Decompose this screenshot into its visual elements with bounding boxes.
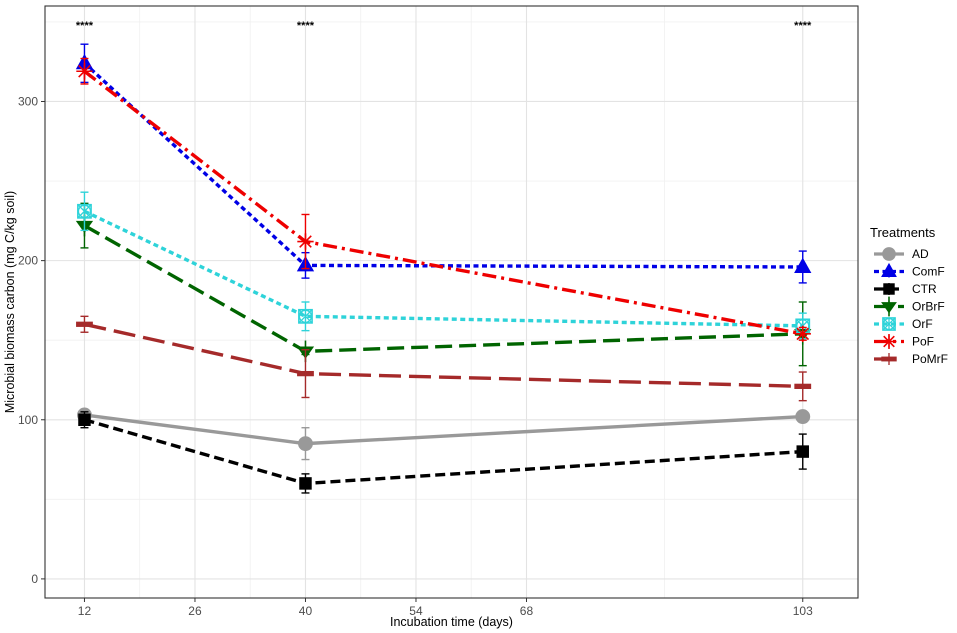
data-point [794,325,811,342]
legend-label: PoF [912,335,934,349]
data-point [796,445,809,458]
marker-part [796,327,810,341]
marker-part [77,204,92,219]
legend-item: PoF [874,334,934,349]
data-point [794,257,812,273]
y-tick-label: 0 [31,572,38,586]
marker-part [77,204,92,218]
plot-border [44,5,859,599]
series-layer [75,43,812,494]
x-tick-label: 40 [299,604,313,618]
y-tick-label: 300 [18,94,38,108]
legend-label: AD [912,247,929,261]
significance-label: **** [297,20,315,32]
x-tick-label: 12 [78,604,92,618]
data-point [78,413,91,427]
x-tick-label: 54 [409,604,423,618]
legend-item: CTR [874,282,937,296]
legend-item: OrBrF [874,296,945,317]
x-tick-label: 68 [520,604,534,618]
significance-label: **** [794,20,812,32]
legend-key-marker [882,317,896,331]
legend-key-marker [881,334,897,349]
legend-key-marker [881,262,897,277]
x-axis: 12 26 40 54 68 103 [78,598,813,618]
legend-label: OrBrF [912,300,945,314]
marker-part [883,335,895,348]
data-point [298,436,313,452]
data-point [298,308,313,324]
legend-title: Treatments [870,225,936,240]
legend-label: PoMrF [912,352,948,366]
marker-part [298,309,313,324]
legend-item: AD [874,247,929,261]
marker-part [882,317,896,331]
data-point [76,321,93,327]
legend-item: OrF [874,317,933,331]
y-tick-label: 100 [18,413,38,427]
legend-label: CTR [912,282,937,296]
legend-label: ComF [912,265,945,279]
data-point [76,63,93,80]
legend-item: PoMrF [874,352,948,366]
significance-annotations: **** **** **** [76,20,812,32]
plot-background [45,6,858,598]
series-pof [76,57,811,342]
data-point [297,370,314,377]
legend-label: OrF [912,317,933,331]
x-tick-label: 103 [793,604,813,618]
legend-key-marker [881,356,897,362]
legend-key-marker [883,283,895,295]
series-pomrf [76,315,812,402]
marker-part [78,64,91,78]
y-axis: 0 100 200 300 [18,94,45,586]
y-axis-title: Microbial biomass carbon (mg C/kg soil) [3,191,17,413]
significance-label: **** [76,20,94,32]
legend-item: ComF [874,262,945,279]
data-point [299,477,312,490]
y-tick-label: 200 [18,254,38,268]
data-point [297,233,314,250]
marker-part [299,235,312,248]
legend-key-marker [882,247,896,261]
legend: Treatments AD ComF CTR OrBrF OrF PoF PoMrF [870,225,948,366]
data-point [795,409,811,425]
series-ctr [78,411,809,494]
marker-part [298,309,313,323]
x-tick-label: 26 [188,604,202,618]
data-point [794,383,812,389]
x-axis-title: Incubation time (days) [390,615,513,629]
marker-part [882,317,896,331]
gridlines [45,6,858,598]
legend-key-marker [881,296,897,317]
data-point [77,203,92,219]
